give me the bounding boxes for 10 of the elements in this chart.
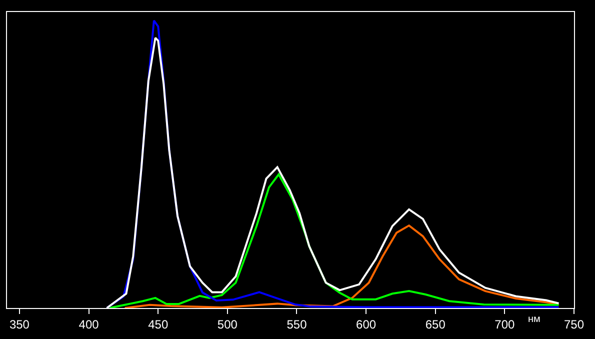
x-tick-label: 750 — [564, 317, 584, 332]
x-tick-label: 700 — [494, 317, 516, 332]
x-tick-label: 350 — [9, 317, 30, 332]
x-tick-label: 500 — [217, 317, 238, 332]
x-tick-label: 550 — [286, 317, 308, 332]
x-tick-label: 450 — [148, 317, 168, 332]
x-tick-label: 650 — [425, 317, 446, 332]
x-axis-title: нм — [528, 314, 541, 325]
x-tick-label: 600 — [356, 317, 376, 332]
x-tick-label: 400 — [78, 317, 100, 332]
